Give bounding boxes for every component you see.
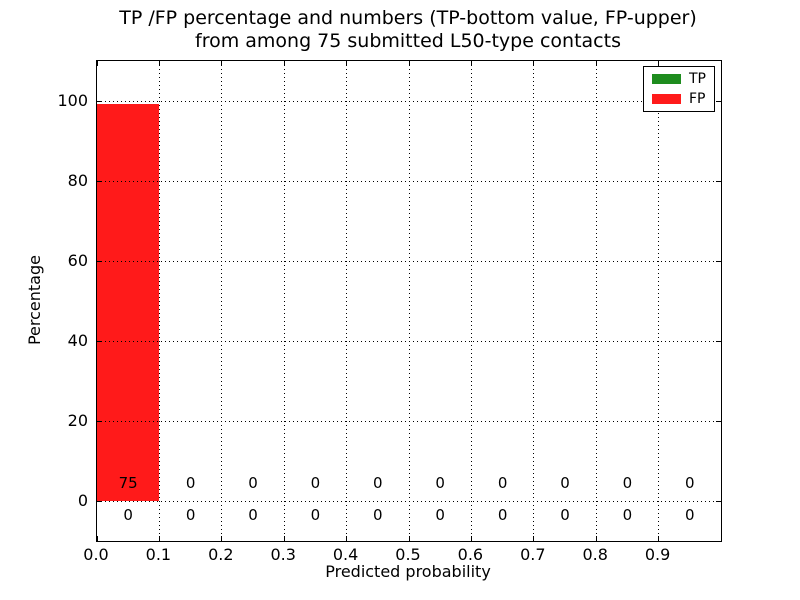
chart-title: TP /FP percentage and numbers (TP-bottom… (96, 7, 720, 53)
x-tick-mark (96, 536, 98, 541)
x-tick-label: 0.4 (332, 545, 359, 564)
x-tick-label: 0.0 (83, 545, 109, 564)
tp-count-label: 0 (373, 506, 383, 524)
y-tick-mark (97, 100, 102, 102)
y-axis-label: Percentage (25, 255, 44, 346)
x-tick-mark (283, 536, 285, 541)
v-gridline (221, 61, 223, 541)
x-tick-mark (658, 61, 660, 66)
x-tick-mark (221, 536, 223, 541)
fp-count-label: 0 (497, 474, 508, 492)
legend-item-tp: TP (652, 72, 706, 86)
v-gridline (346, 61, 348, 541)
v-gridline (283, 61, 285, 541)
tp-count-label: 0 (123, 506, 133, 524)
y-tick-label: 60 (67, 250, 88, 270)
x-tick-mark (158, 61, 160, 66)
y-tick-mark (716, 420, 721, 422)
fp-swatch-icon (652, 94, 681, 104)
y-tick-mark (97, 500, 102, 502)
y-tick-label: 40 (67, 330, 88, 350)
x-axis-label: Predicted probability (325, 562, 491, 581)
x-tick-mark (346, 61, 348, 66)
y-tick-mark (97, 180, 102, 182)
x-tick-mark (346, 536, 348, 541)
tp-count-label: 0 (310, 506, 321, 524)
x-tick-mark (470, 536, 472, 541)
x-tick-mark (283, 61, 285, 66)
x-tick-label: 0.9 (644, 545, 671, 564)
y-tick-mark (716, 100, 721, 102)
x-tick-label: 0.1 (145, 545, 172, 564)
x-tick-mark (533, 536, 535, 541)
plot-area: TP FP 75 0 0 0 0 0 0 0 0 0 0 0 0 0 0 0 0 0 0 0 (96, 60, 722, 542)
x-tick-mark (533, 61, 535, 66)
y-tick-mark (716, 180, 721, 182)
x-tick-mark (408, 61, 410, 66)
fp-count-label: 0 (373, 474, 383, 492)
y-tick-label: 20 (67, 410, 88, 430)
y-tick-label: 0 (77, 490, 88, 510)
x-tick-label: 0.3 (270, 545, 296, 564)
fp-count-label: 0 (622, 474, 633, 492)
tp-count-label: 0 (685, 506, 695, 524)
y-tick-mark (716, 500, 721, 502)
tp-count-label: 0 (435, 506, 445, 524)
v-gridline (470, 61, 472, 541)
x-tick-mark (96, 61, 98, 66)
fp-bar (97, 104, 160, 501)
x-tick-label: 0.6 (457, 545, 484, 564)
chart-title-line1: TP /FP percentage and numbers (TP-bottom… (119, 7, 697, 29)
tp-count-label: 0 (560, 506, 570, 524)
fp-count-label: 75 (118, 474, 138, 492)
y-tick-label: 80 (67, 170, 88, 190)
y-tick-mark (97, 340, 102, 342)
tp-count-label: 0 (248, 506, 258, 524)
y-tick-mark (97, 260, 102, 262)
v-gridline (408, 61, 410, 541)
fp-count-label: 0 (685, 474, 695, 492)
legend-item-fp: FP (652, 92, 706, 106)
x-tick-mark (470, 61, 472, 66)
fp-count-label: 0 (435, 474, 445, 492)
fp-count-label: 0 (560, 474, 570, 492)
x-tick-label: 0.8 (582, 545, 608, 564)
legend-item-label: TP (689, 71, 706, 87)
v-gridline (595, 61, 597, 541)
x-tick-label: 0.7 (520, 545, 546, 564)
y-tick-mark (97, 420, 102, 422)
tp-count-label: 0 (185, 506, 196, 524)
y-tick-label: 100 (57, 90, 88, 110)
fp-count-label: 0 (185, 474, 196, 492)
tp-count-label: 0 (622, 506, 633, 524)
v-gridline (158, 61, 160, 541)
x-tick-mark (595, 536, 597, 541)
tp-count-label: 0 (497, 506, 508, 524)
fp-count-label: 0 (310, 474, 321, 492)
legend: TP FP (643, 66, 715, 112)
legend-item-label: FP (689, 91, 706, 107)
x-tick-mark (221, 61, 223, 66)
v-gridline (658, 61, 660, 541)
v-gridline (533, 61, 535, 541)
fp-count-label: 0 (248, 474, 258, 492)
x-tick-label: 0.5 (395, 545, 421, 564)
x-tick-mark (595, 61, 597, 66)
x-tick-mark (408, 536, 410, 541)
x-tick-mark (658, 536, 660, 541)
tp-swatch-icon (652, 74, 681, 84)
y-tick-mark (716, 340, 721, 342)
y-tick-mark (716, 260, 721, 262)
x-tick-label: 0.2 (208, 545, 234, 564)
x-tick-mark (158, 536, 160, 541)
chart-title-line2: from among 75 submitted L50-type contact… (195, 30, 621, 52)
